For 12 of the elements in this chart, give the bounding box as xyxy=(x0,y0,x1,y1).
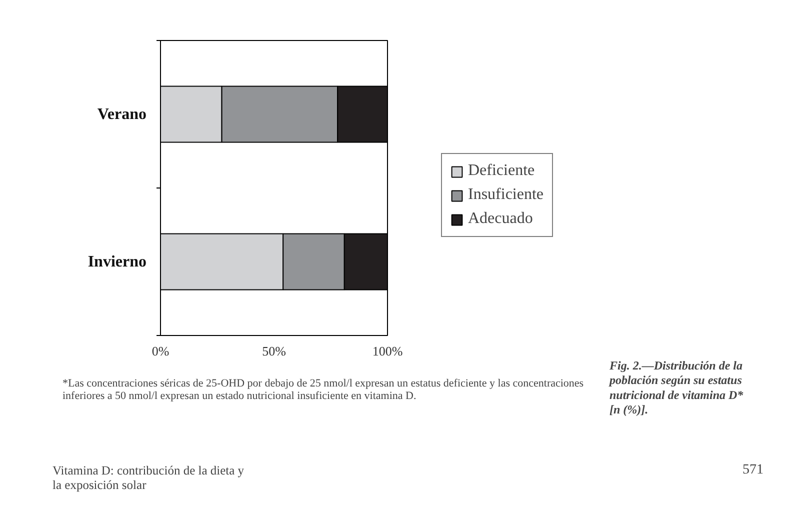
text: Vitamina D: contribución de la dieta y la exposición solar xyxy=(52,464,245,492)
text: 571 xyxy=(742,462,764,478)
text: Fig. 2.—Distribución de la población según su estatus nutricional de vitamina D* [n (%)]. xyxy=(608,358,744,417)
y-tick-label: Invierno xyxy=(88,253,146,270)
x-tick-label: 50% xyxy=(262,344,286,358)
x-tick-label: 0% xyxy=(152,344,170,358)
x-tick-label: 100% xyxy=(372,344,403,358)
legend-label: Insuficiente xyxy=(468,186,544,204)
y-tick-label: Verano xyxy=(97,106,146,123)
text: *Las concentraciones séricas de 25-OHD por debajo de 25 nmol/l expresan un estatus deficiente y las concentraciones inferiores a 50 nmol/l expresan un estado nutricional insuficiente en vitamina D. xyxy=(62,378,584,402)
legend-label: Adecuado xyxy=(468,210,533,228)
legend-label: Deficiente xyxy=(468,162,535,180)
